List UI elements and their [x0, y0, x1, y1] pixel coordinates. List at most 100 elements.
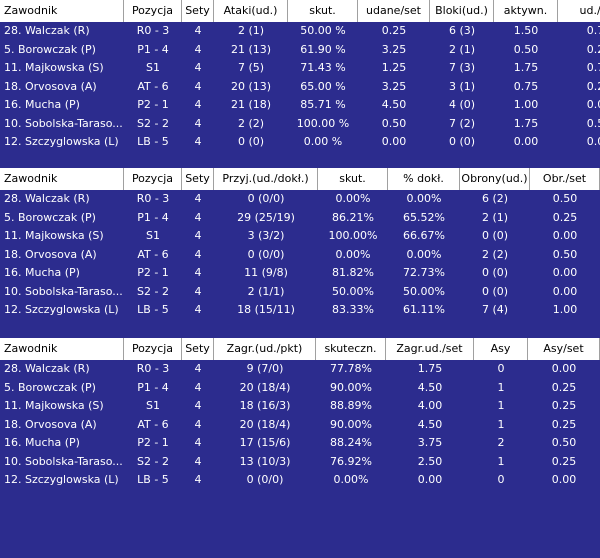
- stat-cell: 4.50: [417, 380, 443, 394]
- stat-cell: 0 (0): [481, 266, 509, 279]
- header-row: Zawodnik Pozycja Sety Ataki(ud.) skut. udane/…: [0, 0, 600, 22]
- stats-table: Zawodnik Pozycja Sety Zagr.(ud./pkt) skutecz…: [0, 338, 600, 490]
- stat-cell: 0.25: [586, 42, 600, 56]
- stat-cell: 0: [497, 362, 505, 375]
- stat-cell: 7 (5): [237, 61, 265, 74]
- column-header: Zawodnik: [0, 338, 124, 360]
- stat-cell: R0 - 3: [136, 362, 170, 375]
- stat-cell: 4: [194, 284, 202, 298]
- stat-cell: 4.50: [381, 98, 407, 111]
- stat-cell: 21 (18): [230, 98, 272, 111]
- stats-table: Zawodnik Pozycja Sety Przyj.(ud./dokł.) skut…: [0, 168, 600, 320]
- stat-cell: 4 (0): [448, 98, 476, 111]
- stat-cell: 1: [497, 380, 505, 394]
- stat-cell: 17 (15/6): [239, 436, 291, 449]
- stat-cell: 2 (1): [481, 210, 509, 224]
- stat-cell: 66.67%: [403, 229, 445, 242]
- stat-cell: 0 (0/0): [247, 192, 285, 205]
- stat-cell: 50.00%: [403, 284, 445, 298]
- stat-cell: 2 (1): [237, 24, 265, 37]
- stat-cell: 2 (2): [237, 116, 265, 130]
- stat-cell: 4: [194, 116, 202, 130]
- stat-cell: AT - 6: [137, 79, 169, 93]
- column-header: % dokł.: [388, 168, 460, 190]
- stat-cell: P2 - 1: [137, 266, 169, 279]
- stat-cell: 0.75: [513, 79, 539, 93]
- player-name: 10. Sobolska-Taraso...: [4, 116, 123, 130]
- player-name: 16. Mucha (P): [4, 436, 80, 449]
- stat-cell: 7 (2): [448, 116, 476, 130]
- stat-cell: 4: [194, 454, 202, 468]
- stat-cell: 85.71 %: [300, 98, 346, 111]
- stat-cell: 1: [497, 417, 505, 431]
- player-name: 28. Walczak (R): [4, 362, 90, 375]
- player-name: 18. Orvosova (A): [4, 417, 97, 431]
- column-header: skuteczn.: [316, 338, 386, 360]
- stat-cell: 4: [194, 61, 202, 74]
- stat-cell: 0.00: [552, 229, 578, 242]
- stat-cell: 0.00: [551, 362, 577, 375]
- stat-cell: 13 (10/3): [239, 454, 291, 468]
- stat-cell: 4.00: [417, 399, 443, 412]
- stat-cell: 0.50: [513, 42, 539, 56]
- stat-cell: 81.82%: [332, 266, 374, 279]
- stat-cell: S2 - 2: [137, 454, 169, 468]
- stat-cell: P1 - 4: [137, 210, 169, 224]
- stat-cell: 0 (0): [448, 135, 476, 148]
- column-header: Bloki(ud.): [430, 0, 494, 22]
- stat-cell: 90.00%: [330, 380, 372, 394]
- stat-cell: 61.11%: [403, 303, 445, 316]
- stat-cell: S2 - 2: [137, 116, 169, 130]
- player-name: 5. Borowczak (P): [4, 42, 96, 56]
- stat-cell: 0.25: [551, 417, 577, 431]
- stat-cell: 6 (3): [448, 24, 476, 37]
- stat-cell: S1: [146, 229, 160, 242]
- column-header: Ataki(ud.): [214, 0, 288, 22]
- stat-cell: 0 (0): [481, 284, 509, 298]
- stat-cell: 88.89%: [330, 399, 372, 412]
- stat-cell: 4: [194, 417, 202, 431]
- stat-cell: 2 (2): [481, 247, 509, 261]
- stat-cell: 4: [194, 436, 202, 449]
- stat-cell: 1.50: [513, 24, 539, 37]
- stat-cell: 0.00%: [406, 247, 442, 261]
- stat-cell: AT - 6: [137, 247, 169, 261]
- column-header: Zagr.ud./set: [386, 338, 474, 360]
- header-row: Zawodnik Pozycja Sety Przyj.(ud./dokł.) skut…: [0, 168, 600, 190]
- stat-cell: 100.00 %: [296, 116, 350, 130]
- stat-cell: 3.25: [381, 79, 407, 93]
- column-header: Sety: [182, 0, 214, 22]
- stat-cell: 4: [194, 79, 202, 93]
- column-header: Sety: [182, 168, 214, 190]
- stat-cell: 4: [194, 24, 202, 37]
- stat-cell: 61.90 %: [300, 42, 346, 56]
- stat-cell: 4: [194, 247, 202, 261]
- stat-cell: 83.33%: [332, 303, 374, 316]
- stat-cell: 1.00: [513, 98, 539, 111]
- stat-cell: 1.75: [513, 61, 539, 74]
- stat-cell: 0: [497, 473, 505, 486]
- stat-cell: 0.25: [552, 210, 578, 224]
- stat-cell: 0.25: [551, 399, 577, 412]
- stat-cell: 50.00%: [332, 284, 374, 298]
- stat-cell: 2 (1/1): [247, 284, 285, 298]
- stat-cell: 1.25: [381, 61, 407, 74]
- stat-cell: 7 (3): [448, 61, 476, 74]
- column-header: Obr./set: [530, 168, 600, 190]
- stat-cell: 4: [194, 473, 202, 486]
- stat-cell: LB - 5: [137, 473, 169, 486]
- column-header: Pozycja: [124, 0, 182, 22]
- player-name: 16. Mucha (P): [4, 266, 80, 279]
- stat-cell: P2 - 1: [137, 98, 169, 111]
- stat-cell: S1: [146, 399, 160, 412]
- player-name: 5. Borowczak (P): [4, 380, 96, 394]
- stat-cell: R0 - 3: [136, 192, 170, 205]
- stat-cell: 2: [497, 436, 505, 449]
- stat-cell: 0.50: [586, 116, 600, 130]
- stat-cell: 18 (15/11): [237, 303, 295, 316]
- player-name: 16. Mucha (P): [4, 98, 80, 111]
- stat-cell: 1.00: [552, 303, 578, 316]
- stat-cell: 0.00%: [335, 247, 371, 261]
- stat-cell: 1.75: [513, 116, 539, 130]
- player-name: 18. Orvosova (A): [4, 79, 97, 93]
